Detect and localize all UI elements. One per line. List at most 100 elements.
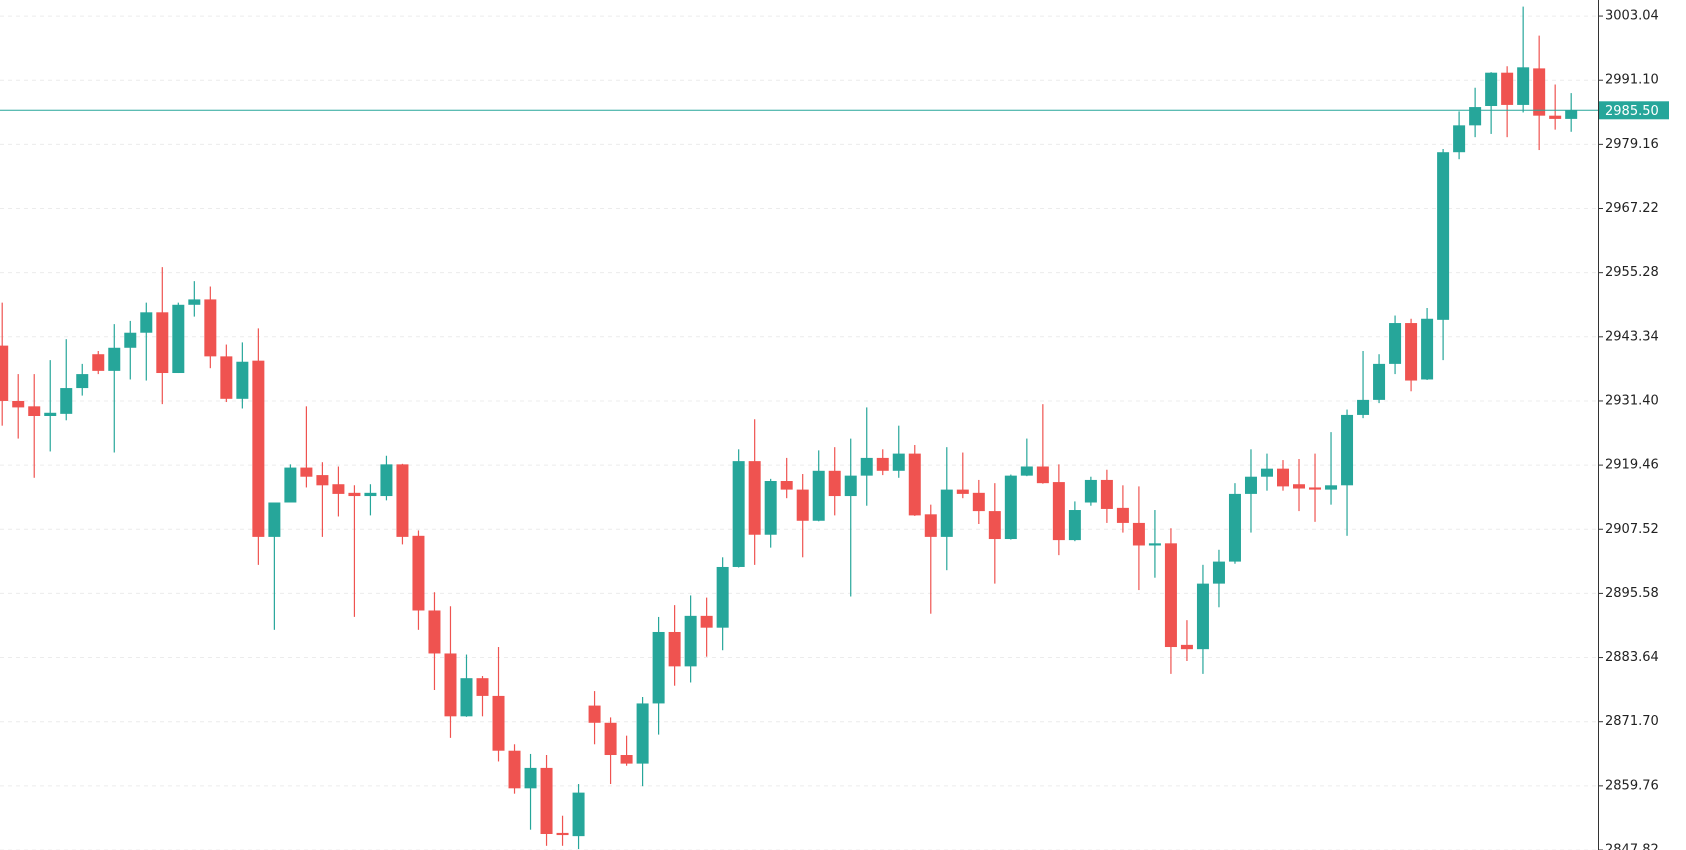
candle-body <box>156 312 169 374</box>
candle-body <box>1309 487 1322 490</box>
candle-body <box>300 467 313 477</box>
candle-body <box>444 653 457 717</box>
y-tick-label: 2931.40 <box>1605 393 1659 408</box>
candle-body <box>1517 67 1530 105</box>
candle-body <box>556 832 569 836</box>
candle-body <box>540 767 553 834</box>
current-price-box <box>1599 101 1669 120</box>
y-tick-label: 2883.64 <box>1605 650 1659 665</box>
candle-body <box>1116 507 1129 523</box>
candle-body <box>1389 323 1402 364</box>
candle-body <box>876 457 889 471</box>
candle-body <box>92 354 105 371</box>
candle-body <box>668 631 681 667</box>
candle-body <box>492 695 505 751</box>
candle-body <box>284 467 297 503</box>
candle-body <box>988 511 1001 540</box>
candle-body <box>1020 466 1033 476</box>
candle-body <box>316 475 329 486</box>
candle-body <box>572 792 585 837</box>
candle-body <box>12 400 25 408</box>
candle-body <box>604 722 617 756</box>
candle-body <box>1036 466 1049 484</box>
candle-body <box>1373 363 1386 400</box>
y-tick-label: 2919.46 <box>1605 458 1659 473</box>
y-tick-label: 2859.76 <box>1605 778 1659 793</box>
candle-body <box>716 566 729 628</box>
candle-body <box>60 388 73 414</box>
y-tick-label: 2943.34 <box>1605 329 1659 344</box>
candle-body <box>700 615 713 628</box>
current-price-label: 2985.50 <box>1605 104 1659 119</box>
candle-body <box>844 475 857 497</box>
candle-body <box>476 678 489 696</box>
candle-body <box>508 750 521 789</box>
candle-body <box>396 464 409 537</box>
candle-body <box>1004 475 1017 540</box>
candle-body <box>1100 479 1113 509</box>
candle-body <box>588 705 601 723</box>
y-tick-label: 2979.16 <box>1605 137 1659 152</box>
candle-body <box>1244 476 1257 494</box>
candle-body <box>1196 583 1209 650</box>
candle-body <box>1148 543 1161 546</box>
candle-body <box>1228 493 1241 562</box>
candle-body <box>1052 482 1065 541</box>
candle-body <box>188 299 201 305</box>
y-tick-label: 2895.58 <box>1605 586 1659 601</box>
candle-body <box>636 703 649 764</box>
candle-body <box>1084 479 1097 503</box>
candle-body <box>620 755 633 764</box>
candle-body <box>1212 561 1225 584</box>
candle-body <box>220 356 233 399</box>
candle-body <box>780 481 793 490</box>
candle-body <box>1421 318 1434 380</box>
candle-body <box>812 470 825 521</box>
candle-body <box>412 535 425 611</box>
candle-body <box>268 502 281 537</box>
candle-body <box>44 412 57 417</box>
candle-body <box>1164 543 1177 648</box>
candle-body <box>1357 399 1370 415</box>
candle-body <box>732 461 745 567</box>
candle-body <box>1068 510 1081 541</box>
candle-body <box>1469 107 1482 126</box>
candle-body <box>860 457 873 476</box>
candle-body <box>972 492 985 512</box>
candle-body <box>796 489 809 521</box>
candle-body <box>332 484 345 494</box>
candle-body <box>1501 72 1514 105</box>
candle-body <box>764 481 777 535</box>
y-tick-label: 2907.52 <box>1605 522 1659 537</box>
candle-body <box>892 453 905 471</box>
candle-body <box>1132 522 1145 546</box>
candle-body <box>908 453 921 516</box>
y-tick-label: 2967.22 <box>1605 201 1659 216</box>
candle-body <box>28 406 41 417</box>
candle-body <box>1565 110 1578 119</box>
candle-body <box>1277 468 1289 487</box>
candle-body <box>140 312 153 333</box>
y-tick-label: 2955.28 <box>1605 265 1659 280</box>
candle-body <box>1260 468 1273 477</box>
candle-body <box>0 345 9 401</box>
candle-body <box>524 767 537 789</box>
candle-body <box>1437 152 1450 320</box>
candle-body <box>364 492 377 497</box>
candle-body <box>748 461 761 535</box>
candle-body <box>956 489 969 494</box>
candle-body <box>348 492 361 497</box>
candle-body <box>1180 644 1193 650</box>
candle-body <box>1293 484 1306 489</box>
candle-body <box>1405 323 1418 381</box>
candle-body <box>828 470 841 497</box>
candle-body <box>172 304 185 374</box>
candle-body <box>1341 414 1354 486</box>
candle-body <box>1485 72 1498 107</box>
candle-body <box>1453 125 1466 153</box>
candle-body <box>76 374 89 389</box>
y-tick-label: 2991.10 <box>1605 73 1659 88</box>
candle-body <box>236 361 249 399</box>
